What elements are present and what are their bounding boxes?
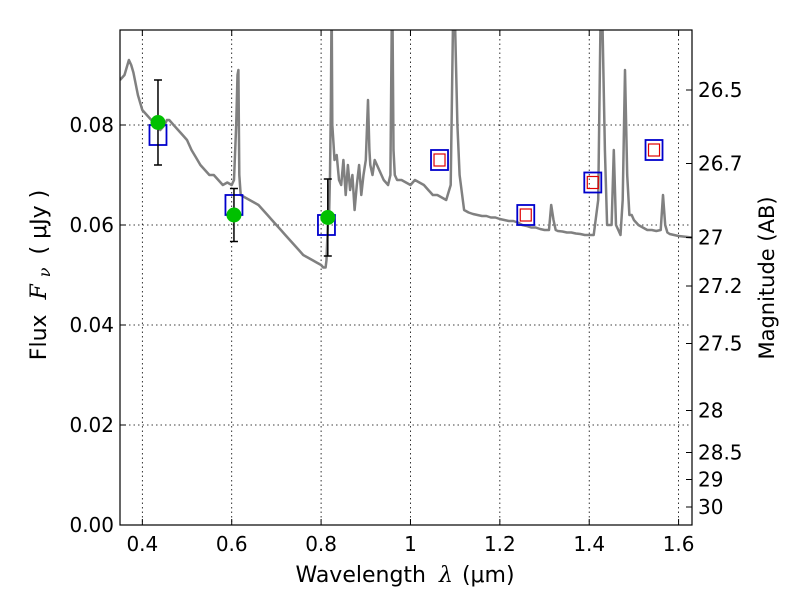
y2-tick-label: 26.7: [698, 152, 743, 176]
x-axis-label: Wavelength λ (μm): [295, 563, 514, 588]
x-tick-label: 1: [404, 532, 417, 556]
y2-tick-label: 27.2: [698, 274, 743, 298]
predicted-photometry-box: [644, 139, 664, 161]
observed-flux-point: [226, 207, 242, 223]
predicted-photometry-inner-box: [519, 208, 532, 222]
predicted-photometry-box: [430, 149, 449, 171]
predicted-photometry-inner-box: [586, 175, 599, 190]
y2-tick-label: 29: [698, 468, 723, 492]
y-tick-label: 0.08: [69, 113, 114, 137]
axes-frame: [119, 29, 693, 526]
grid-lines: [120, 30, 692, 525]
y2-tick-label: 28.5: [698, 441, 743, 465]
predicted-photometry-box: [516, 204, 536, 226]
x-axis-label-symbol: λ: [438, 563, 453, 588]
predicted-photometry-box: [583, 171, 603, 194]
predicted-photometry-inner-box: [647, 143, 661, 157]
y2-tick-label: 26.5: [698, 78, 743, 102]
y-tick-label: 0.00: [69, 513, 114, 537]
y2-tick-label: 27: [698, 226, 723, 250]
x-axis-label-unit: (μm): [462, 563, 515, 588]
y-axis-label-symbol: F: [27, 283, 52, 300]
x-tick-label: 0.8: [305, 532, 337, 556]
y2-tick-label: 28: [698, 399, 723, 423]
y-axis-label-unit: ( μJy ): [27, 190, 52, 255]
data-marks: [120, 30, 692, 269]
x-tick-label: 0.4: [126, 532, 158, 556]
y-axis-label-text: Flux: [27, 314, 52, 360]
y-tick-label: 0.06: [69, 213, 114, 237]
observed-flux-point: [320, 210, 336, 225]
y2-axis-label: Magnitude (AB): [755, 196, 779, 359]
x-tick-label: 0.6: [216, 532, 248, 556]
x-tick-label: 1.6: [663, 532, 695, 556]
model-spectrum-line: [120, 30, 692, 269]
axis-ticks: 0.4 0.6 0.8 1 1.2 1.4 1.6 0.00 0.02 0.04 0.06 0.08 2…: [69, 30, 743, 556]
x-tick-label: 1.2: [484, 532, 516, 556]
y-tick-label: 0.02: [69, 413, 114, 437]
y2-tick-label: 27.5: [698, 332, 743, 356]
observed-flux-point: [150, 115, 166, 130]
predicted-photometry-inner-box: [433, 153, 446, 167]
y-axis-label-subscript: ν: [35, 267, 54, 277]
y-axis-label: Flux F ν ( μJy ): [27, 190, 56, 360]
x-tick-label: 1.4: [573, 532, 605, 556]
x-axis-label-text: Wavelength: [295, 563, 426, 588]
y-tick-label: 0.04: [69, 313, 114, 337]
y2-tick-label: 30: [698, 495, 723, 519]
